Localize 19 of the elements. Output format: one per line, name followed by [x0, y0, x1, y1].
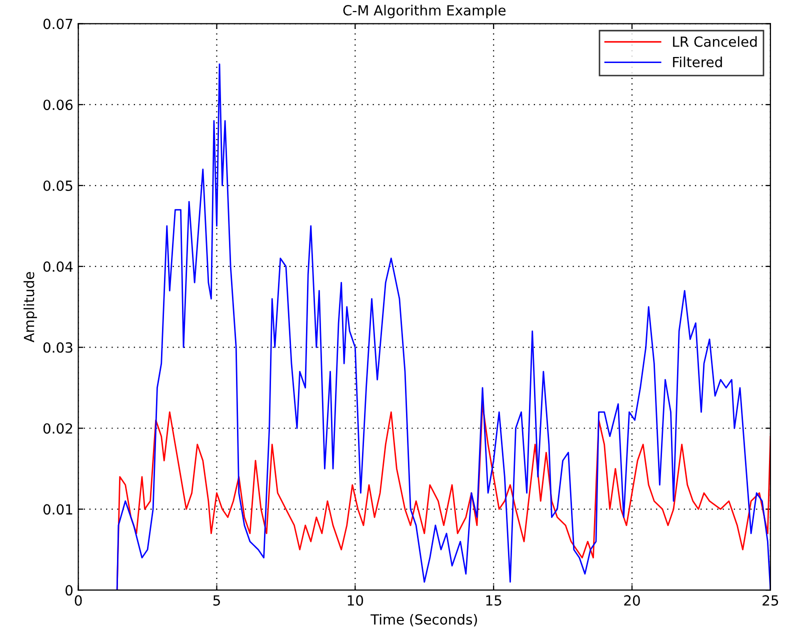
- y-tick-label: 0.06: [43, 100, 73, 110]
- y-tick-label: 0.07: [43, 18, 72, 30]
- y-axis-title: Amplitude: [24, 272, 37, 342]
- x-tick-label: 15: [486, 595, 502, 606]
- y-tick-label: 0: [66, 585, 73, 596]
- y-tick-label: 0.04: [43, 261, 73, 272]
- chart-title: C-M Algorithm Example: [343, 4, 506, 18]
- legend-label: Filtered: [673, 56, 722, 68]
- x-axis-title: Time (Seconds): [370, 614, 477, 626]
- x-tick-label: 25: [762, 595, 778, 606]
- y-tick-label: 0.05: [43, 180, 72, 191]
- x-tick-label: 0: [74, 595, 82, 606]
- y-tick-label: 0.01: [43, 504, 72, 515]
- x-tick-label: 20: [624, 595, 640, 606]
- x-tick-label: 10: [348, 595, 364, 606]
- legend-label: LR Canceled: [673, 36, 757, 47]
- x-tick-label: 5: [213, 595, 220, 606]
- y-tick-label: 0.02: [43, 423, 72, 434]
- y-tick-label: 0.03: [43, 342, 72, 353]
